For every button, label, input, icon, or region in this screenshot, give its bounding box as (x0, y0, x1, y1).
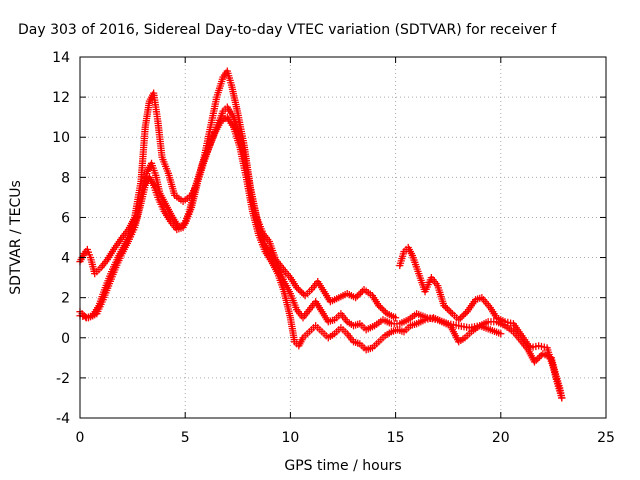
y-tick-label: 4 (61, 251, 70, 267)
y-tick-label: 12 (52, 90, 70, 106)
data-marker (353, 292, 361, 300)
data-marker (445, 306, 453, 315)
data-marker (380, 306, 388, 315)
data-point (293, 284, 301, 292)
data-marker (294, 285, 302, 293)
data-marker (460, 311, 468, 319)
y-tick-label: 0 (61, 331, 70, 347)
x-axis-title: GPS time / hours (284, 458, 401, 474)
data-point (375, 302, 383, 310)
data-point (530, 358, 539, 366)
series-1 (76, 67, 400, 322)
x-tick-label: 25 (597, 430, 615, 446)
data-marker (447, 308, 455, 316)
data-marker (461, 309, 470, 317)
data-marker (378, 305, 386, 313)
x-tick-label: 5 (181, 430, 190, 446)
data-point (455, 316, 463, 324)
y-tick-label: 2 (61, 291, 70, 307)
data-marker (458, 312, 466, 321)
data-marker (532, 356, 540, 364)
y-axis-title: SDTVAR / TECUs (8, 180, 24, 295)
data-marker (355, 290, 363, 299)
series-4 (76, 113, 566, 402)
chart-title: Day 303 of 2016, Sidereal Day-to-day VTE… (18, 22, 557, 38)
x-tick-label: 10 (281, 430, 299, 446)
data-marker (296, 287, 304, 295)
data-marker (534, 355, 542, 363)
y-tick-label: -4 (56, 411, 70, 427)
y-tick-label: 14 (52, 50, 70, 66)
data-marker (381, 308, 390, 316)
data-point (392, 314, 400, 322)
x-tick-label: 0 (76, 430, 85, 446)
y-tick-label: 10 (52, 130, 70, 146)
y-tick-label: 6 (61, 210, 70, 226)
grid (80, 57, 606, 418)
data-marker (442, 303, 450, 311)
data-point (440, 302, 448, 310)
x-tick-label: 20 (492, 430, 510, 446)
ticks (79, 56, 607, 419)
data-layer (76, 67, 566, 402)
data-marker (298, 288, 306, 297)
data-point (352, 294, 360, 302)
data-marker (357, 289, 365, 297)
tick-labels: 0 5 10 15 20 25 -4 -2 0 2 4 6 8 10 12 14 (52, 50, 615, 446)
y-tick-label: -2 (56, 371, 70, 387)
x-tick-label: 15 (387, 430, 405, 446)
data-marker (535, 353, 544, 361)
plot-frame (79, 56, 607, 419)
y-tick-label: 8 (61, 170, 70, 186)
data-point (558, 394, 566, 402)
data-point (497, 330, 505, 338)
data-marker (443, 305, 451, 313)
data-marker (456, 314, 465, 322)
series-3 (76, 103, 505, 338)
data-marker (376, 303, 385, 311)
